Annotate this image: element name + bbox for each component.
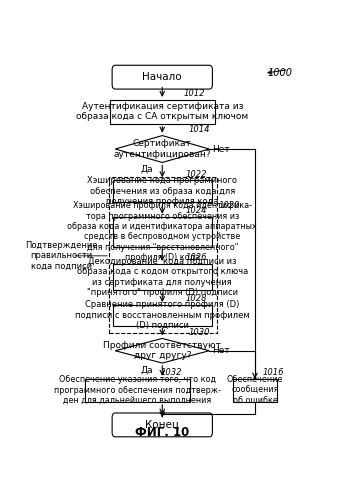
Text: Конец: Конец: [145, 420, 179, 430]
Text: 1016: 1016: [262, 368, 284, 377]
Bar: [110, 100, 215, 124]
Text: Да: Да: [140, 164, 153, 173]
Text: 1022: 1022: [186, 170, 207, 179]
Text: 1026: 1026: [186, 253, 207, 262]
Text: Подтверждение
правильности
кода подписи: Подтверждение правильности кода подписи: [26, 241, 98, 271]
Text: Декодирование  кода подписи из
образа кода с кодом открытого ключа
из сертификат: Декодирование кода подписи из образа код…: [76, 257, 248, 297]
Text: 1012: 1012: [183, 89, 205, 98]
Text: 1032: 1032: [161, 368, 182, 377]
Text: 1024: 1024: [186, 206, 207, 215]
Text: Нет: Нет: [212, 346, 229, 355]
Text: Аутентификация сертификата из
образа кода с CA открытым ключом: Аутентификация сертификата из образа код…: [76, 102, 248, 121]
Bar: [113, 217, 212, 247]
Text: Нет: Нет: [212, 145, 229, 154]
Text: Обеспечение
сообщения
об ошибке: Обеспечение сообщения об ошибке: [227, 375, 283, 405]
Bar: [113, 305, 212, 326]
Polygon shape: [115, 338, 209, 363]
Polygon shape: [115, 136, 209, 163]
Bar: [234, 379, 277, 402]
Text: 1000: 1000: [268, 67, 293, 77]
Text: Профили соответствуют
друг другу?: Профили соответствуют друг другу?: [103, 341, 221, 360]
Text: 1014: 1014: [188, 125, 210, 134]
Bar: [85, 379, 190, 402]
Text: Начало: Начало: [143, 72, 182, 82]
Text: Сертификат
аутентифицирован?: Сертификат аутентифицирован?: [114, 139, 211, 159]
Text: Хэширование профиля кода идентифика-
тора программного обеспечения из
образа код: Хэширование профиля кода идентифика- тор…: [67, 201, 257, 262]
Text: Обеспечение указания того, что код
программного обеспечения подтверж-
ден для да: Обеспечение указания того, что код прогр…: [54, 375, 221, 405]
Text: 1028: 1028: [186, 294, 207, 303]
Bar: [113, 264, 212, 290]
Text: ФИГ. 10: ФИГ. 10: [135, 427, 189, 440]
Bar: [109, 177, 217, 333]
Text: Сравнение принятого профиля (D)
подписи с восстановленным профилем
(D) подписи: Сравнение принятого профиля (D) подписи …: [75, 300, 250, 330]
Bar: [113, 180, 212, 203]
Text: Хэширование кода программного
обеспечения из образа кода для
получения профиля к: Хэширование кода программного обеспечени…: [87, 176, 237, 206]
Text: 1020: 1020: [218, 202, 240, 211]
Text: Да: Да: [140, 365, 153, 374]
FancyBboxPatch shape: [112, 413, 212, 437]
Text: 1030: 1030: [188, 328, 210, 337]
FancyBboxPatch shape: [112, 65, 212, 89]
